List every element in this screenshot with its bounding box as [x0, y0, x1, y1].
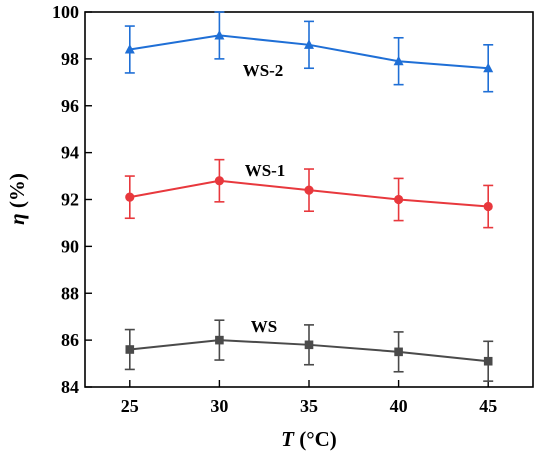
- y-tick-label: 100: [52, 2, 79, 22]
- data-point: [394, 347, 403, 357]
- series-ws-1: [124, 158, 494, 229]
- ticks-layer: 84 86 88 90 92 94 96 98 100 25 30 35 40 45: [52, 2, 497, 416]
- x-tick-label: 45: [479, 396, 497, 416]
- data-point: [214, 176, 224, 186]
- x-tick-label: 40: [390, 396, 408, 416]
- series-label-ws-2: WS-2: [243, 61, 284, 80]
- x-tick-label: 25: [121, 396, 139, 416]
- x-axis-title-unit: (°C): [294, 427, 337, 451]
- y-axis-title-var: η: [5, 213, 29, 225]
- y-tick-label: 92: [61, 190, 79, 210]
- series-ws-2: [124, 11, 494, 93]
- data-point: [304, 185, 314, 195]
- x-tick-label: 30: [210, 396, 228, 416]
- y-tick-label: 90: [61, 236, 79, 256]
- data-point: [124, 44, 135, 54]
- y-tick-label: 88: [61, 283, 79, 303]
- data-point: [125, 345, 135, 354]
- data-point: [304, 340, 314, 350]
- y-axis-title: η (%): [5, 173, 29, 225]
- data-point: [215, 335, 224, 345]
- y-tick-label: 96: [61, 96, 79, 116]
- series-label-ws-1: WS-1: [245, 161, 286, 180]
- data-point: [393, 55, 404, 66]
- data-point: [394, 194, 404, 205]
- data-point: [304, 39, 314, 49]
- data-point: [125, 192, 135, 202]
- x-tick-label: 35: [300, 396, 318, 416]
- data-point: [483, 356, 493, 366]
- x-axis-title-var: T: [281, 427, 295, 451]
- x-axis-title: T (°C): [281, 427, 337, 451]
- series-layer: [124, 11, 494, 382]
- y-tick-label: 98: [61, 49, 79, 69]
- y-tick-label: 94: [61, 143, 79, 163]
- series-ws: [124, 319, 494, 382]
- data-point: [483, 201, 493, 212]
- series-label-ws: WS: [251, 317, 277, 336]
- y-tick-label: 86: [61, 330, 79, 350]
- y-axis-title-unit: (%): [5, 173, 29, 213]
- data-point: [483, 62, 494, 73]
- data-point: [214, 29, 225, 40]
- y-tick-label: 84: [61, 377, 79, 397]
